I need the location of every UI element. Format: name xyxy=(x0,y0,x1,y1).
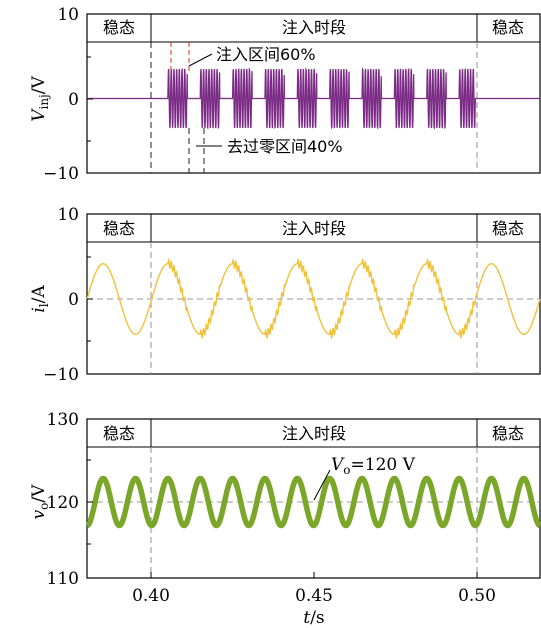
series-vinj-line xyxy=(87,67,540,130)
panel-output-voltage: 稳态 注入时段 稳态 Vo=120 V 130 120 110 0.40 0.4… xyxy=(29,410,541,628)
panel-injection-voltage: 稳态 注入时段 稳态 注入区间60% 去过零区间40% 10 0 −10 Vin… xyxy=(29,5,541,184)
y-axis-ticks-3 xyxy=(87,459,93,545)
plot-frame-1 xyxy=(86,13,541,174)
annotation-vo-120: Vo=120 V xyxy=(331,455,416,477)
region-label-steady-left-1: 稳态 xyxy=(103,18,135,37)
ylabel-vo: vo/V xyxy=(29,484,51,520)
ytick-1-mid: 0 xyxy=(68,90,79,110)
series-il-line xyxy=(86,257,541,340)
ylabel-il: il/A xyxy=(29,285,51,313)
ytick-1-bottom: −10 xyxy=(43,164,79,184)
ytick-3-bottom: 110 xyxy=(47,569,79,589)
region-label-injection-3: 注入时段 xyxy=(282,424,346,443)
ytick-3-top: 130 xyxy=(47,410,79,430)
panel-load-current: 稳态 注入时段 稳态 10 0 −10 il/A xyxy=(29,205,541,385)
xtick-050: 0.50 xyxy=(458,586,496,606)
ylabel-vinj: Vinj/V xyxy=(29,75,51,121)
region-label-injection-1: 注入时段 xyxy=(282,18,346,37)
x-axis-ticks-3 xyxy=(150,572,478,578)
y-axis-ticks-1 xyxy=(87,56,93,142)
region-label-steady-right-1: 稳态 xyxy=(492,18,524,37)
plot-frame-2 xyxy=(86,213,541,375)
annotation-zero-cross-40: 去过零区间40% xyxy=(227,137,343,156)
ytick-1-top: 10 xyxy=(57,5,79,25)
xlabel-time: t/s xyxy=(303,608,324,628)
region-label-steady-right-2: 稳态 xyxy=(492,219,524,238)
y-axis-ticks-2 xyxy=(87,256,93,342)
region-label-injection-2: 注入时段 xyxy=(282,219,346,238)
ytick-2-top: 10 xyxy=(57,205,79,225)
annotation-inject-60: 注入区间60% xyxy=(216,45,316,64)
ytick-2-mid: 0 xyxy=(68,290,79,310)
ytick-3-mid: 120 xyxy=(47,493,79,513)
series-vo-line xyxy=(84,475,541,529)
annotation-arrow-vo xyxy=(313,469,331,501)
ytick-2-bottom: −10 xyxy=(43,365,79,385)
xtick-045: 0.45 xyxy=(295,586,333,606)
region-label-steady-right-3: 稳态 xyxy=(492,424,524,443)
annotation-arrow-inject xyxy=(188,53,213,67)
region-label-steady-left-3: 稳态 xyxy=(103,424,135,443)
region-label-steady-left-2: 稳态 xyxy=(103,219,135,238)
xtick-040: 0.40 xyxy=(132,586,170,606)
